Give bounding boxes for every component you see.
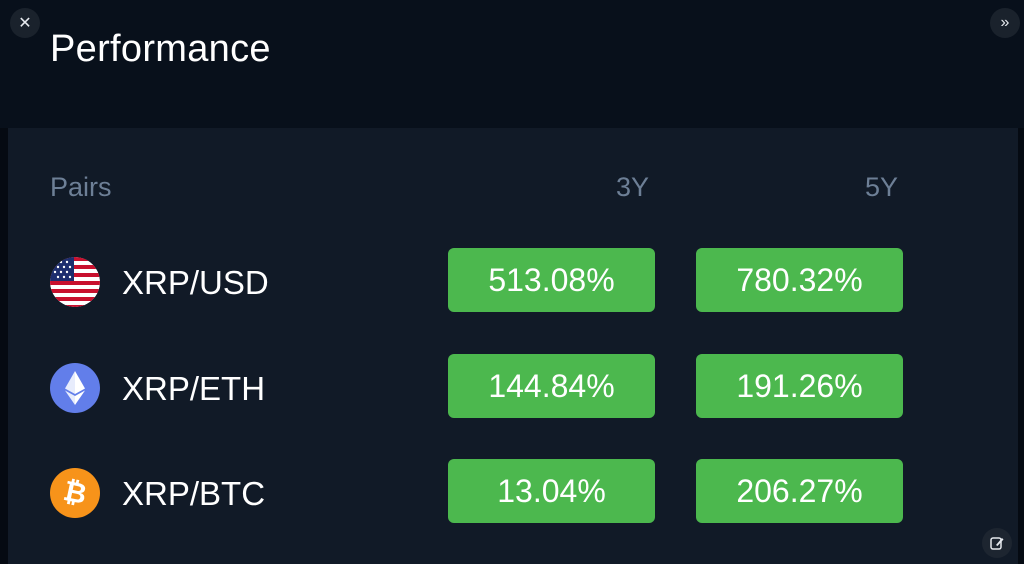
return-3y-badge: 513.08% bbox=[448, 248, 655, 312]
us-flag-icon bbox=[50, 257, 100, 307]
pair-label: XRP/USD bbox=[122, 264, 269, 301]
column-header-pairs: Pairs bbox=[50, 172, 112, 202]
return-3y-badge: 144.84% bbox=[448, 354, 655, 418]
table-row[interactable]: XRP/ETH 144.84% 191.26% bbox=[8, 354, 1018, 424]
svg-text:₿: ₿ bbox=[61, 474, 90, 511]
edit-button[interactable] bbox=[982, 528, 1012, 558]
column-header-5y: 5Y bbox=[865, 172, 899, 202]
ethereum-icon bbox=[50, 363, 100, 413]
pair-label: XRP/BTC bbox=[122, 475, 266, 512]
expand-button[interactable]: » bbox=[990, 8, 1020, 38]
return-5y-badge: 191.26% bbox=[696, 354, 903, 418]
return-5y-badge: 206.27% bbox=[696, 459, 903, 523]
double-chevron-right-icon: » bbox=[1000, 14, 1010, 31]
edit-icon bbox=[990, 537, 1004, 550]
page-title: Performance bbox=[50, 28, 271, 70]
performance-table: Pairs 3Y 5Y bbox=[8, 128, 1018, 564]
bitcoin-icon: ₿ bbox=[50, 468, 100, 518]
header-bar: ✕ Performance » bbox=[0, 0, 1024, 128]
table-header: Pairs 3Y 5Y bbox=[8, 128, 1018, 248]
table-row[interactable]: XRP/USD 513.08% 780.32% bbox=[8, 248, 1018, 318]
table-row[interactable]: ₿ XRP/BTC 13.04% 206.27% bbox=[8, 459, 1018, 529]
close-button[interactable]: ✕ bbox=[10, 8, 40, 38]
close-icon: ✕ bbox=[18, 15, 32, 32]
pair-label: XRP/ETH bbox=[122, 370, 266, 407]
return-5y-badge: 780.32% bbox=[696, 248, 903, 312]
return-3y-badge: 13.04% bbox=[448, 459, 655, 523]
column-header-3y: 3Y bbox=[616, 172, 650, 202]
